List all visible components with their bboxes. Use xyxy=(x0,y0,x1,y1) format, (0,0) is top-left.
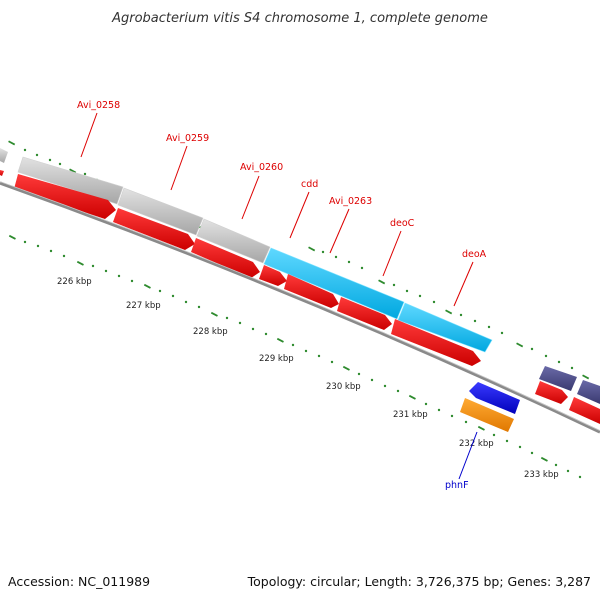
gene-bar-blue[interactable] xyxy=(469,382,520,414)
outer-tick-major xyxy=(8,140,16,146)
kbp-label: 232 kbp xyxy=(459,439,494,449)
outer-tick-major xyxy=(516,342,524,348)
cds-arrow-left-edge xyxy=(0,170,4,176)
gene-labels: Avi_0258 Avi_0259 Avi_0260 cdd Avi_0263 … xyxy=(77,100,487,491)
gene-label-avi-0263[interactable]: Avi_0263 xyxy=(329,196,372,207)
gene-bar-purple-1[interactable] xyxy=(539,366,577,391)
kbp-label: 228 kbp xyxy=(193,327,228,337)
backbone-arc-highlight xyxy=(0,181,600,431)
cds-track xyxy=(0,170,600,424)
outer-tick-major xyxy=(308,246,316,252)
kbp-label: 229 kbp xyxy=(259,354,294,364)
gene-label-cdd[interactable]: cdd xyxy=(301,179,318,190)
cds-arrow-right-1[interactable] xyxy=(535,381,568,404)
leader-line xyxy=(453,261,474,307)
gene-bar-avi-0260[interactable] xyxy=(196,218,271,264)
leader-line xyxy=(329,208,350,254)
gene-track xyxy=(0,148,600,404)
leader-line xyxy=(382,230,402,277)
kbp-label: 233 kbp xyxy=(524,470,559,480)
inner-tick-major xyxy=(76,260,84,266)
leader-line xyxy=(241,175,260,220)
kbp-label: 226 kbp xyxy=(57,277,92,287)
topology-text: Topology: circular; Length: 3,726,375 bp… xyxy=(247,574,591,589)
reverse-track xyxy=(460,382,520,432)
inner-tick-major xyxy=(210,311,218,317)
inner-tick-major xyxy=(342,365,350,371)
gene-bar-cdd[interactable] xyxy=(263,247,405,320)
gene-bar-deoC[interactable] xyxy=(397,302,493,353)
accession-text: Accession: NC_011989 xyxy=(8,574,150,589)
backbone-arc xyxy=(0,181,600,434)
inner-tick-row xyxy=(8,234,582,479)
inner-tick-major xyxy=(8,234,16,240)
outer-tick-major xyxy=(378,279,386,285)
inner-tick-major xyxy=(276,337,284,343)
inner-tick-major xyxy=(143,283,151,289)
leader-lines xyxy=(80,112,478,480)
cds-arrow-avi-0258[interactable] xyxy=(14,174,116,219)
cds-arrow-deoC[interactable] xyxy=(337,297,392,330)
inner-tick-major xyxy=(408,394,416,400)
kbp-label: 230 kbp xyxy=(326,382,361,392)
gene-bar-phnF[interactable] xyxy=(460,398,514,432)
kbp-label: 231 kbp xyxy=(393,410,428,420)
cds-arrow-avi-0260[interactable] xyxy=(191,238,260,278)
cds-arrow-avi-0263[interactable] xyxy=(284,274,339,308)
outer-tick-major xyxy=(445,309,453,315)
leader-line xyxy=(458,431,478,480)
map-title: Agrobacterium vitis S4 chromosome 1, com… xyxy=(111,11,488,26)
gene-label-avi-0259[interactable]: Avi_0259 xyxy=(166,133,209,144)
gene-label-deoC[interactable]: deoC xyxy=(390,218,415,229)
gene-bar-left-edge xyxy=(0,148,8,163)
cds-arrow-avi-0259[interactable] xyxy=(113,208,195,250)
gene-bar-purple-2[interactable] xyxy=(577,380,600,404)
outer-tick-major xyxy=(582,374,590,380)
leader-line xyxy=(289,191,310,239)
gene-label-avi-0258[interactable]: Avi_0258 xyxy=(77,100,120,111)
kbp-labels: 226 kbp 227 kbp 228 kbp 229 kbp 230 kbp … xyxy=(57,277,559,480)
cds-arrow-cdd[interactable] xyxy=(259,265,287,286)
gene-label-avi-0260[interactable]: Avi_0260 xyxy=(240,162,283,173)
leader-line xyxy=(80,112,98,158)
gene-label-deoA[interactable]: deoA xyxy=(462,249,487,260)
cds-arrow-right-2[interactable] xyxy=(569,397,600,424)
leader-line xyxy=(170,145,188,191)
gene-label-phnF[interactable]: phnF xyxy=(445,480,469,491)
cds-arrow-deoA[interactable] xyxy=(391,319,481,366)
outer-tick-major xyxy=(69,168,77,174)
kbp-label: 227 kbp xyxy=(126,301,161,311)
inner-tick-major xyxy=(477,425,485,431)
gene-bar-avi-0258[interactable] xyxy=(17,156,124,205)
gene-bar-avi-0259[interactable] xyxy=(117,187,204,236)
inner-tick-major xyxy=(540,456,548,462)
